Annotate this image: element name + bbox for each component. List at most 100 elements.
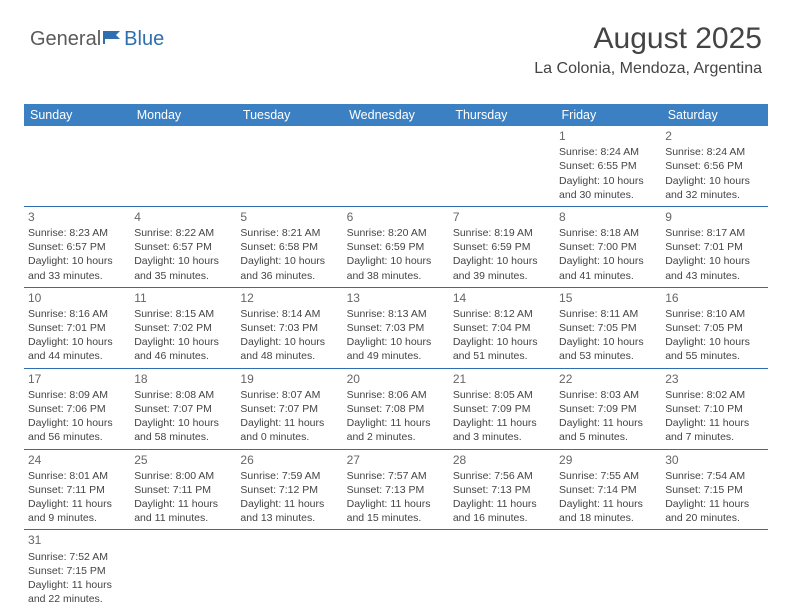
calendar-cell: 10Sunrise: 8:16 AMSunset: 7:01 PMDayligh…	[24, 287, 130, 368]
day-number: 31	[28, 532, 126, 548]
logo: General Blue	[30, 28, 164, 51]
sunrise-line: Sunrise: 8:12 AM	[453, 307, 551, 321]
calendar-cell: 23Sunrise: 8:02 AMSunset: 7:10 PMDayligh…	[661, 368, 767, 449]
sunset-line: Sunset: 7:03 PM	[347, 321, 445, 335]
day-number: 9	[665, 209, 763, 225]
sunrise-line: Sunrise: 8:22 AM	[134, 226, 232, 240]
sunset-line: Sunset: 7:06 PM	[28, 402, 126, 416]
calendar-cell	[236, 126, 342, 206]
daylight-line: Daylight: 10 hours and 39 minutes.	[453, 254, 551, 282]
sunrise-line: Sunrise: 8:14 AM	[240, 307, 338, 321]
day-number: 23	[665, 371, 763, 387]
sunset-line: Sunset: 7:02 PM	[134, 321, 232, 335]
daylight-line: Daylight: 10 hours and 30 minutes.	[559, 174, 657, 202]
sunrise-line: Sunrise: 8:21 AM	[240, 226, 338, 240]
sunset-line: Sunset: 7:15 PM	[665, 483, 763, 497]
sunset-line: Sunset: 7:13 PM	[453, 483, 551, 497]
calendar-cell	[555, 530, 661, 610]
page-title: August 2025	[534, 22, 762, 56]
sunset-line: Sunset: 6:57 PM	[134, 240, 232, 254]
sunset-line: Sunset: 6:58 PM	[240, 240, 338, 254]
weekday-header: Wednesday	[343, 104, 449, 126]
daylight-line: Daylight: 10 hours and 51 minutes.	[453, 335, 551, 363]
day-number: 29	[559, 452, 657, 468]
calendar-cell: 8Sunrise: 8:18 AMSunset: 7:00 PMDaylight…	[555, 206, 661, 287]
daylight-line: Daylight: 11 hours and 0 minutes.	[240, 416, 338, 444]
daylight-line: Daylight: 11 hours and 20 minutes.	[665, 497, 763, 525]
sunrise-line: Sunrise: 8:10 AM	[665, 307, 763, 321]
day-number: 12	[240, 290, 338, 306]
sunrise-line: Sunrise: 7:52 AM	[28, 550, 126, 564]
day-number: 15	[559, 290, 657, 306]
calendar-cell: 26Sunrise: 7:59 AMSunset: 7:12 PMDayligh…	[236, 449, 342, 530]
daylight-line: Daylight: 10 hours and 49 minutes.	[347, 335, 445, 363]
daylight-line: Daylight: 10 hours and 48 minutes.	[240, 335, 338, 363]
calendar-cell: 18Sunrise: 8:08 AMSunset: 7:07 PMDayligh…	[130, 368, 236, 449]
calendar-row: 1Sunrise: 8:24 AMSunset: 6:55 PMDaylight…	[24, 126, 768, 206]
day-number: 20	[347, 371, 445, 387]
sunrise-line: Sunrise: 7:55 AM	[559, 469, 657, 483]
calendar-cell: 29Sunrise: 7:55 AMSunset: 7:14 PMDayligh…	[555, 449, 661, 530]
sunset-line: Sunset: 7:11 PM	[28, 483, 126, 497]
sunrise-line: Sunrise: 8:06 AM	[347, 388, 445, 402]
daylight-line: Daylight: 10 hours and 32 minutes.	[665, 174, 763, 202]
sunset-line: Sunset: 6:59 PM	[453, 240, 551, 254]
calendar-cell: 9Sunrise: 8:17 AMSunset: 7:01 PMDaylight…	[661, 206, 767, 287]
sunrise-line: Sunrise: 8:01 AM	[28, 469, 126, 483]
day-number: 16	[665, 290, 763, 306]
daylight-line: Daylight: 11 hours and 11 minutes.	[134, 497, 232, 525]
day-number: 11	[134, 290, 232, 306]
weekday-header: Tuesday	[236, 104, 342, 126]
daylight-line: Daylight: 11 hours and 16 minutes.	[453, 497, 551, 525]
calendar-cell: 31Sunrise: 7:52 AMSunset: 7:15 PMDayligh…	[24, 530, 130, 610]
day-number: 27	[347, 452, 445, 468]
sunrise-line: Sunrise: 8:02 AM	[665, 388, 763, 402]
sunset-line: Sunset: 7:07 PM	[240, 402, 338, 416]
calendar-cell	[343, 530, 449, 610]
day-number: 26	[240, 452, 338, 468]
logo-text-general: General	[30, 28, 101, 51]
sunset-line: Sunset: 7:05 PM	[559, 321, 657, 335]
day-number: 10	[28, 290, 126, 306]
calendar-cell: 1Sunrise: 8:24 AMSunset: 6:55 PMDaylight…	[555, 126, 661, 206]
sunrise-line: Sunrise: 8:07 AM	[240, 388, 338, 402]
calendar-row: 31Sunrise: 7:52 AMSunset: 7:15 PMDayligh…	[24, 530, 768, 610]
calendar-cell	[449, 530, 555, 610]
daylight-line: Daylight: 10 hours and 53 minutes.	[559, 335, 657, 363]
calendar-cell: 4Sunrise: 8:22 AMSunset: 6:57 PMDaylight…	[130, 206, 236, 287]
calendar-row: 3Sunrise: 8:23 AMSunset: 6:57 PMDaylight…	[24, 206, 768, 287]
sunrise-line: Sunrise: 8:20 AM	[347, 226, 445, 240]
sunset-line: Sunset: 7:00 PM	[559, 240, 657, 254]
calendar-cell: 24Sunrise: 8:01 AMSunset: 7:11 PMDayligh…	[24, 449, 130, 530]
weekday-header: Friday	[555, 104, 661, 126]
daylight-line: Daylight: 11 hours and 18 minutes.	[559, 497, 657, 525]
calendar-row: 24Sunrise: 8:01 AMSunset: 7:11 PMDayligh…	[24, 449, 768, 530]
day-number: 3	[28, 209, 126, 225]
daylight-line: Daylight: 10 hours and 58 minutes.	[134, 416, 232, 444]
sunset-line: Sunset: 6:55 PM	[559, 159, 657, 173]
calendar-cell: 15Sunrise: 8:11 AMSunset: 7:05 PMDayligh…	[555, 287, 661, 368]
sunrise-line: Sunrise: 8:24 AM	[665, 145, 763, 159]
sunset-line: Sunset: 7:09 PM	[559, 402, 657, 416]
sunset-line: Sunset: 6:56 PM	[665, 159, 763, 173]
calendar-cell: 30Sunrise: 7:54 AMSunset: 7:15 PMDayligh…	[661, 449, 767, 530]
daylight-line: Daylight: 10 hours and 36 minutes.	[240, 254, 338, 282]
page-subtitle: La Colonia, Mendoza, Argentina	[534, 60, 762, 78]
day-number: 22	[559, 371, 657, 387]
sunrise-line: Sunrise: 8:24 AM	[559, 145, 657, 159]
calendar-cell: 28Sunrise: 7:56 AMSunset: 7:13 PMDayligh…	[449, 449, 555, 530]
sunset-line: Sunset: 7:14 PM	[559, 483, 657, 497]
calendar-cell: 3Sunrise: 8:23 AMSunset: 6:57 PMDaylight…	[24, 206, 130, 287]
day-number: 14	[453, 290, 551, 306]
day-number: 13	[347, 290, 445, 306]
sunrise-line: Sunrise: 8:13 AM	[347, 307, 445, 321]
calendar-cell: 17Sunrise: 8:09 AMSunset: 7:06 PMDayligh…	[24, 368, 130, 449]
sunset-line: Sunset: 6:57 PM	[28, 240, 126, 254]
sunrise-line: Sunrise: 8:23 AM	[28, 226, 126, 240]
daylight-line: Daylight: 10 hours and 41 minutes.	[559, 254, 657, 282]
day-number: 21	[453, 371, 551, 387]
daylight-line: Daylight: 10 hours and 33 minutes.	[28, 254, 126, 282]
calendar-row: 17Sunrise: 8:09 AMSunset: 7:06 PMDayligh…	[24, 368, 768, 449]
calendar-cell: 12Sunrise: 8:14 AMSunset: 7:03 PMDayligh…	[236, 287, 342, 368]
day-number: 30	[665, 452, 763, 468]
